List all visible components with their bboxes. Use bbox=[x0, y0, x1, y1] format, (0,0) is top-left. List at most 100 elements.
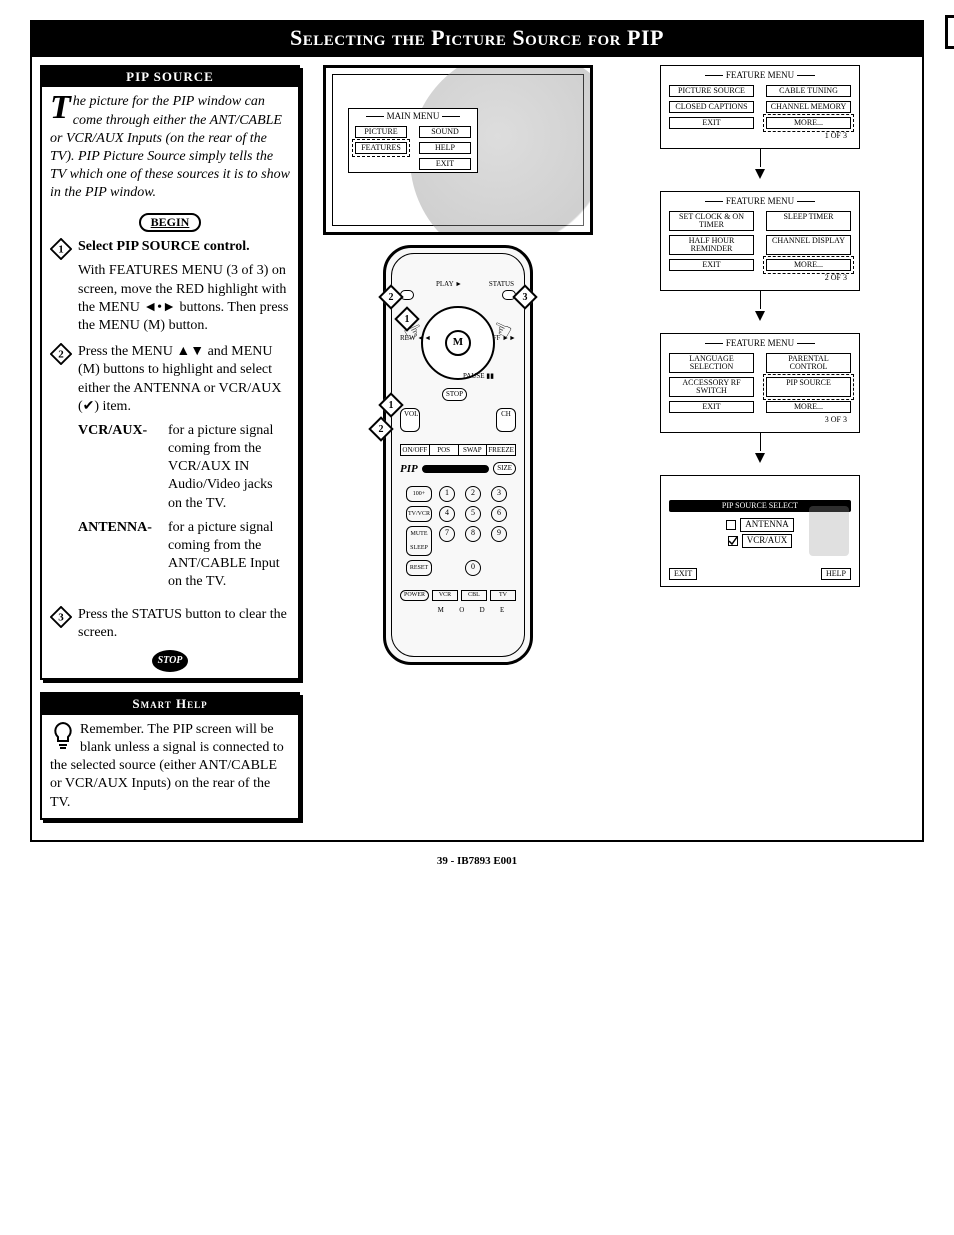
step-3-icon: 3 bbox=[50, 606, 72, 642]
svg-text:3: 3 bbox=[58, 611, 64, 623]
fm1-4: EXIT bbox=[669, 117, 754, 129]
feature-menu-3-grid: LANGUAGE SELECTION PARENTAL CONTROL ACCE… bbox=[669, 353, 851, 413]
smart-help-text: Remember. The PIP screen will be blank u… bbox=[50, 722, 284, 810]
content-frame: PIP SOURCE The picture for the PIP windo… bbox=[30, 57, 924, 842]
bar-pos: POS bbox=[430, 445, 459, 455]
fm2-3: CHANNEL DISPLAY bbox=[766, 235, 851, 255]
fm1-caption: 1 OF 3 bbox=[669, 131, 847, 141]
smart-help-box: Smart Help Remember. The PIP screen will… bbox=[40, 692, 300, 820]
main-menu-grid: PICTURE SOUND FEATURES HELP EXIT bbox=[355, 126, 471, 170]
feature-menu-1-title: FEATURE MENU bbox=[669, 70, 851, 82]
num-3: 3 bbox=[491, 486, 507, 502]
pip-vcraux: VCR/AUX bbox=[742, 534, 793, 548]
arrow-1-line bbox=[760, 149, 761, 167]
page-title-bar: Selecting the Picture Source for PIP bbox=[30, 20, 924, 57]
main-menu-help: HELP bbox=[419, 142, 471, 154]
remote-pip-track bbox=[422, 465, 489, 473]
fm2-0: SET CLOCK & ON TIMER bbox=[669, 211, 754, 231]
num-9: 9 bbox=[491, 526, 507, 542]
bar-swap: SWAP bbox=[459, 445, 488, 455]
num-0: 0 bbox=[465, 560, 481, 576]
remote-pip-label: PIP bbox=[400, 462, 418, 476]
mode-cbl: CBL bbox=[461, 590, 487, 602]
step-3: 3 Press the STATUS button to clear the s… bbox=[50, 606, 290, 642]
intro-text: he picture for the PIP window can come t… bbox=[50, 94, 290, 200]
main-menu-sound: SOUND bbox=[419, 126, 471, 138]
middle-illustrations: MAIN MENU PICTURE SOUND FEATURES HELP EX… bbox=[318, 65, 598, 832]
arrow-2 bbox=[755, 311, 765, 321]
stop-label: STOP bbox=[152, 650, 188, 672]
fm3-1: PARENTAL CONTROL bbox=[766, 353, 851, 373]
step-1: 1 Select PIP SOURCE control. With FEATUR… bbox=[50, 238, 290, 335]
feature-menu-1-grid: PICTURE SOURCE CABLE TUNING CLOSED CAPTI… bbox=[669, 85, 851, 129]
pip-source-box: PIP SOURCE The picture for the PIP windo… bbox=[40, 65, 300, 680]
remote-pip-row: PIP SIZE bbox=[400, 462, 516, 476]
remote-illustration: 2 1 3 1 2 PLAY ► STATUS M ☞ ☞ REW ◄◄ FF … bbox=[383, 245, 533, 665]
bar-freeze: FREEZE bbox=[487, 445, 515, 455]
lightbulb-icon bbox=[50, 721, 76, 751]
arrow-3 bbox=[755, 453, 765, 463]
fm1-5: MORE... bbox=[766, 117, 851, 129]
dropcap: T bbox=[50, 93, 71, 123]
remote-vol: VOL bbox=[400, 408, 420, 432]
svg-text:1: 1 bbox=[58, 244, 64, 256]
right-column: MAIN MENU PICTURE SOUND FEATURES HELP EX… bbox=[318, 65, 914, 832]
begin-label: BEGIN bbox=[139, 213, 202, 233]
remote-mode-letters: M O D E bbox=[430, 606, 512, 615]
fm3-4: EXIT bbox=[669, 401, 754, 413]
unchecked-box-icon bbox=[726, 520, 736, 530]
step-2: 2 Press the MENU ▲▼ and MENU (M) buttons… bbox=[50, 343, 290, 597]
def-term-1: ANTENNA- bbox=[78, 519, 168, 592]
remote-ch: CH bbox=[496, 408, 516, 432]
pip-source-select-panel: PIP SOURCE SELECT ANTENNA VCR/AUX EXIT H… bbox=[660, 475, 860, 587]
fm3-5: MORE... bbox=[766, 401, 851, 413]
callout-2b: 2 bbox=[368, 416, 393, 441]
fm2-1: SLEEP TIMER bbox=[766, 211, 851, 231]
feature-menu-2-grid: SET CLOCK & ON TIMER SLEEP TIMER HALF HO… bbox=[669, 211, 851, 271]
remote-m-button: M bbox=[445, 330, 471, 356]
feature-menu-1-block: FEATURE MENU PICTURE SOURCE CABLE TUNING… bbox=[660, 65, 860, 181]
def-term-0: VCR/AUX- bbox=[78, 422, 168, 513]
checked-box-icon bbox=[728, 536, 738, 546]
step-2-body: Press the MENU ▲▼ and MENU (M) buttons t… bbox=[78, 344, 282, 414]
bar-onoff: ON/OFF bbox=[401, 445, 430, 455]
step-1-icon: 1 bbox=[50, 238, 72, 335]
feature-menu-3-block: FEATURE MENU LANGUAGE SELECTION PARENTAL… bbox=[660, 333, 860, 465]
fm2-caption: 2 OF 3 bbox=[669, 273, 847, 283]
fm2-2: HALF HOUR REMINDER bbox=[669, 235, 754, 255]
letter-m: M bbox=[438, 606, 444, 615]
pip-exit: EXIT bbox=[669, 568, 697, 580]
letter-o: O bbox=[459, 606, 464, 615]
def-def-0: for a picture signal coming from the VCR… bbox=[168, 422, 290, 513]
main-menu-picture: PICTURE bbox=[355, 126, 407, 138]
num-4: 4 bbox=[439, 506, 455, 522]
remote-stop-btn: STOP bbox=[442, 388, 467, 401]
arrow-1 bbox=[755, 169, 765, 179]
fm2-4: EXIT bbox=[669, 259, 754, 271]
side-reset: RESET bbox=[406, 560, 432, 576]
fm1-2: CLOSED CAPTIONS bbox=[669, 101, 754, 113]
fm1-0: PICTURE SOURCE bbox=[669, 85, 754, 97]
arrow-3-line bbox=[760, 433, 761, 451]
smart-help-body: Remember. The PIP screen will be blank u… bbox=[42, 715, 298, 818]
feature-menu-3: FEATURE MENU LANGUAGE SELECTION PARENTAL… bbox=[660, 333, 860, 433]
callout-1b: 1 bbox=[378, 392, 403, 417]
remote-pause-label: PAUSE ▮▮ bbox=[463, 372, 494, 381]
step-1b: With FEATURES MENU (3 of 3) on screen, m… bbox=[78, 262, 290, 335]
feature-menu-2-title: FEATURE MENU bbox=[669, 196, 851, 208]
remote-play-label: PLAY ► bbox=[436, 280, 462, 289]
remote-menu-ring bbox=[421, 306, 495, 380]
pip-bottom-row: EXIT HELP bbox=[669, 568, 851, 580]
definition-list: VCR/AUX- for a picture signal coming fro… bbox=[78, 422, 290, 592]
remote-mode-row: POWER VCR CBL TV bbox=[400, 590, 516, 602]
def-def-1: for a picture signal coming from the ANT… bbox=[168, 519, 290, 592]
remote-numgrid: 100+ 1 2 3 TV/VCR 4 5 6 MUTE SLEEP 7 8 9… bbox=[406, 486, 510, 576]
pip-source-intro: The picture for the PIP window can come … bbox=[50, 93, 290, 202]
side-mute: MUTE SLEEP bbox=[406, 526, 432, 556]
def-row-0: VCR/AUX- for a picture signal coming fro… bbox=[78, 422, 290, 513]
feature-menus-column: FEATURE MENU PICTURE SOURCE CABLE TUNING… bbox=[606, 65, 914, 832]
pip-source-header: PIP SOURCE bbox=[42, 67, 298, 88]
feature-menu-1: FEATURE MENU PICTURE SOURCE CABLE TUNING… bbox=[660, 65, 860, 149]
num-2: 2 bbox=[465, 486, 481, 502]
page-corner-icon bbox=[945, 15, 954, 49]
